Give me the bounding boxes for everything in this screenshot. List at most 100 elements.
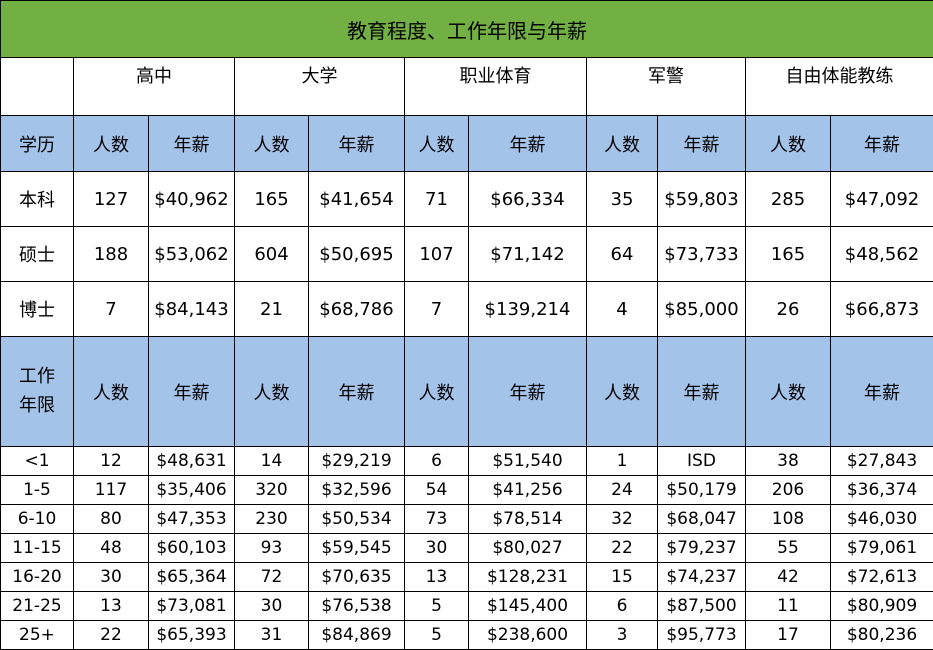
count-cell: 55 [746,534,831,563]
salary-cell: $76,538 [309,592,405,621]
education-salary-header: 年薪 [658,116,746,172]
count-cell: 285 [746,172,831,227]
salary-cell: $32,596 [309,476,405,505]
salary-cell: $139,214 [469,282,587,337]
salary-cell: $66,873 [831,282,933,337]
salary-cell: $29,219 [309,447,405,476]
count-cell: 48 [74,534,149,563]
count-cell: 206 [746,476,831,505]
salary-cell: $48,562 [831,227,933,282]
count-cell: 604 [235,227,309,282]
education-header-row: 学历 人数年薪人数年薪人数年薪人数年薪人数年薪 [1,116,933,172]
count-cell: 22 [587,534,658,563]
salary-cell: $80,027 [469,534,587,563]
count-cell: 107 [405,227,469,282]
salary-cell: $41,654 [309,172,405,227]
education-salary-header: 年薪 [149,116,235,172]
count-cell: 38 [746,447,831,476]
count-cell: 30 [405,534,469,563]
salary-cell: $51,540 [469,447,587,476]
count-cell: 35 [587,172,658,227]
count-cell: 13 [405,563,469,592]
education-count-header: 人数 [587,116,658,172]
count-cell: 24 [587,476,658,505]
years-count-header: 人数 [235,337,309,447]
salary-cell: $70,635 [309,563,405,592]
count-cell: 108 [746,505,831,534]
count-cell: 11 [746,592,831,621]
education-salary-header: 年薪 [831,116,933,172]
row-label: 16-20 [1,563,74,592]
count-cell: 6 [405,447,469,476]
education-count-header: 人数 [235,116,309,172]
count-cell: 73 [405,505,469,534]
salary-cell: $68,786 [309,282,405,337]
count-cell: 30 [74,563,149,592]
row-label: 硕士 [1,227,74,282]
count-cell: 31 [235,621,309,650]
salary-cell: $73,081 [149,592,235,621]
years-salary-header: 年薪 [149,337,235,447]
education-label: 学历 [1,116,74,172]
count-cell: 32 [587,505,658,534]
count-cell: 117 [74,476,149,505]
salary-cell: $48,631 [149,447,235,476]
group-header-highschool: 高中 [74,58,235,116]
group-header-row: 高中 大学 职业体育 军警 自由体能教练 [1,58,933,116]
education-count-header: 人数 [74,116,149,172]
count-cell: 127 [74,172,149,227]
count-cell: 6 [587,592,658,621]
salary-cell: $79,237 [658,534,746,563]
row-label: 博士 [1,282,74,337]
table-title: 教育程度、工作年限与年薪 [1,1,933,58]
count-cell: 54 [405,476,469,505]
count-cell: 42 [746,563,831,592]
count-cell: 1 [587,447,658,476]
count-cell: 93 [235,534,309,563]
salary-cell: $84,869 [309,621,405,650]
salary-cell: $85,000 [658,282,746,337]
row-label: 1-5 [1,476,74,505]
salary-cell: $78,514 [469,505,587,534]
years-count-header: 人数 [746,337,831,447]
salary-cell: $60,103 [149,534,235,563]
years-salary-header: 年薪 [469,337,587,447]
salary-cell: $46,030 [831,505,933,534]
row-label: 6-10 [1,505,74,534]
corner-cell [1,58,74,116]
salary-cell: $74,237 [658,563,746,592]
education-salary-header: 年薪 [309,116,405,172]
count-cell: 165 [235,172,309,227]
education-count-header: 人数 [746,116,831,172]
count-cell: 21 [235,282,309,337]
years-count-header: 人数 [74,337,149,447]
education-count-header: 人数 [405,116,469,172]
group-header-freelance-trainer: 自由体能教练 [746,58,933,116]
salary-cell: $65,364 [149,563,235,592]
salary-cell: $47,353 [149,505,235,534]
count-cell: 17 [746,621,831,650]
row-label: 11-15 [1,534,74,563]
salary-cell: $71,142 [469,227,587,282]
salary-cell: $41,256 [469,476,587,505]
salary-cell: $80,909 [831,592,933,621]
count-cell: 165 [746,227,831,282]
years-label-line1: 工作 [1,363,73,392]
row-label: 25+ [1,621,74,650]
salary-cell: $59,803 [658,172,746,227]
count-cell: 72 [235,563,309,592]
salary-cell: $40,962 [149,172,235,227]
count-cell: 320 [235,476,309,505]
group-header-pro-sports: 职业体育 [405,58,587,116]
group-header-military-police: 军警 [587,58,746,116]
